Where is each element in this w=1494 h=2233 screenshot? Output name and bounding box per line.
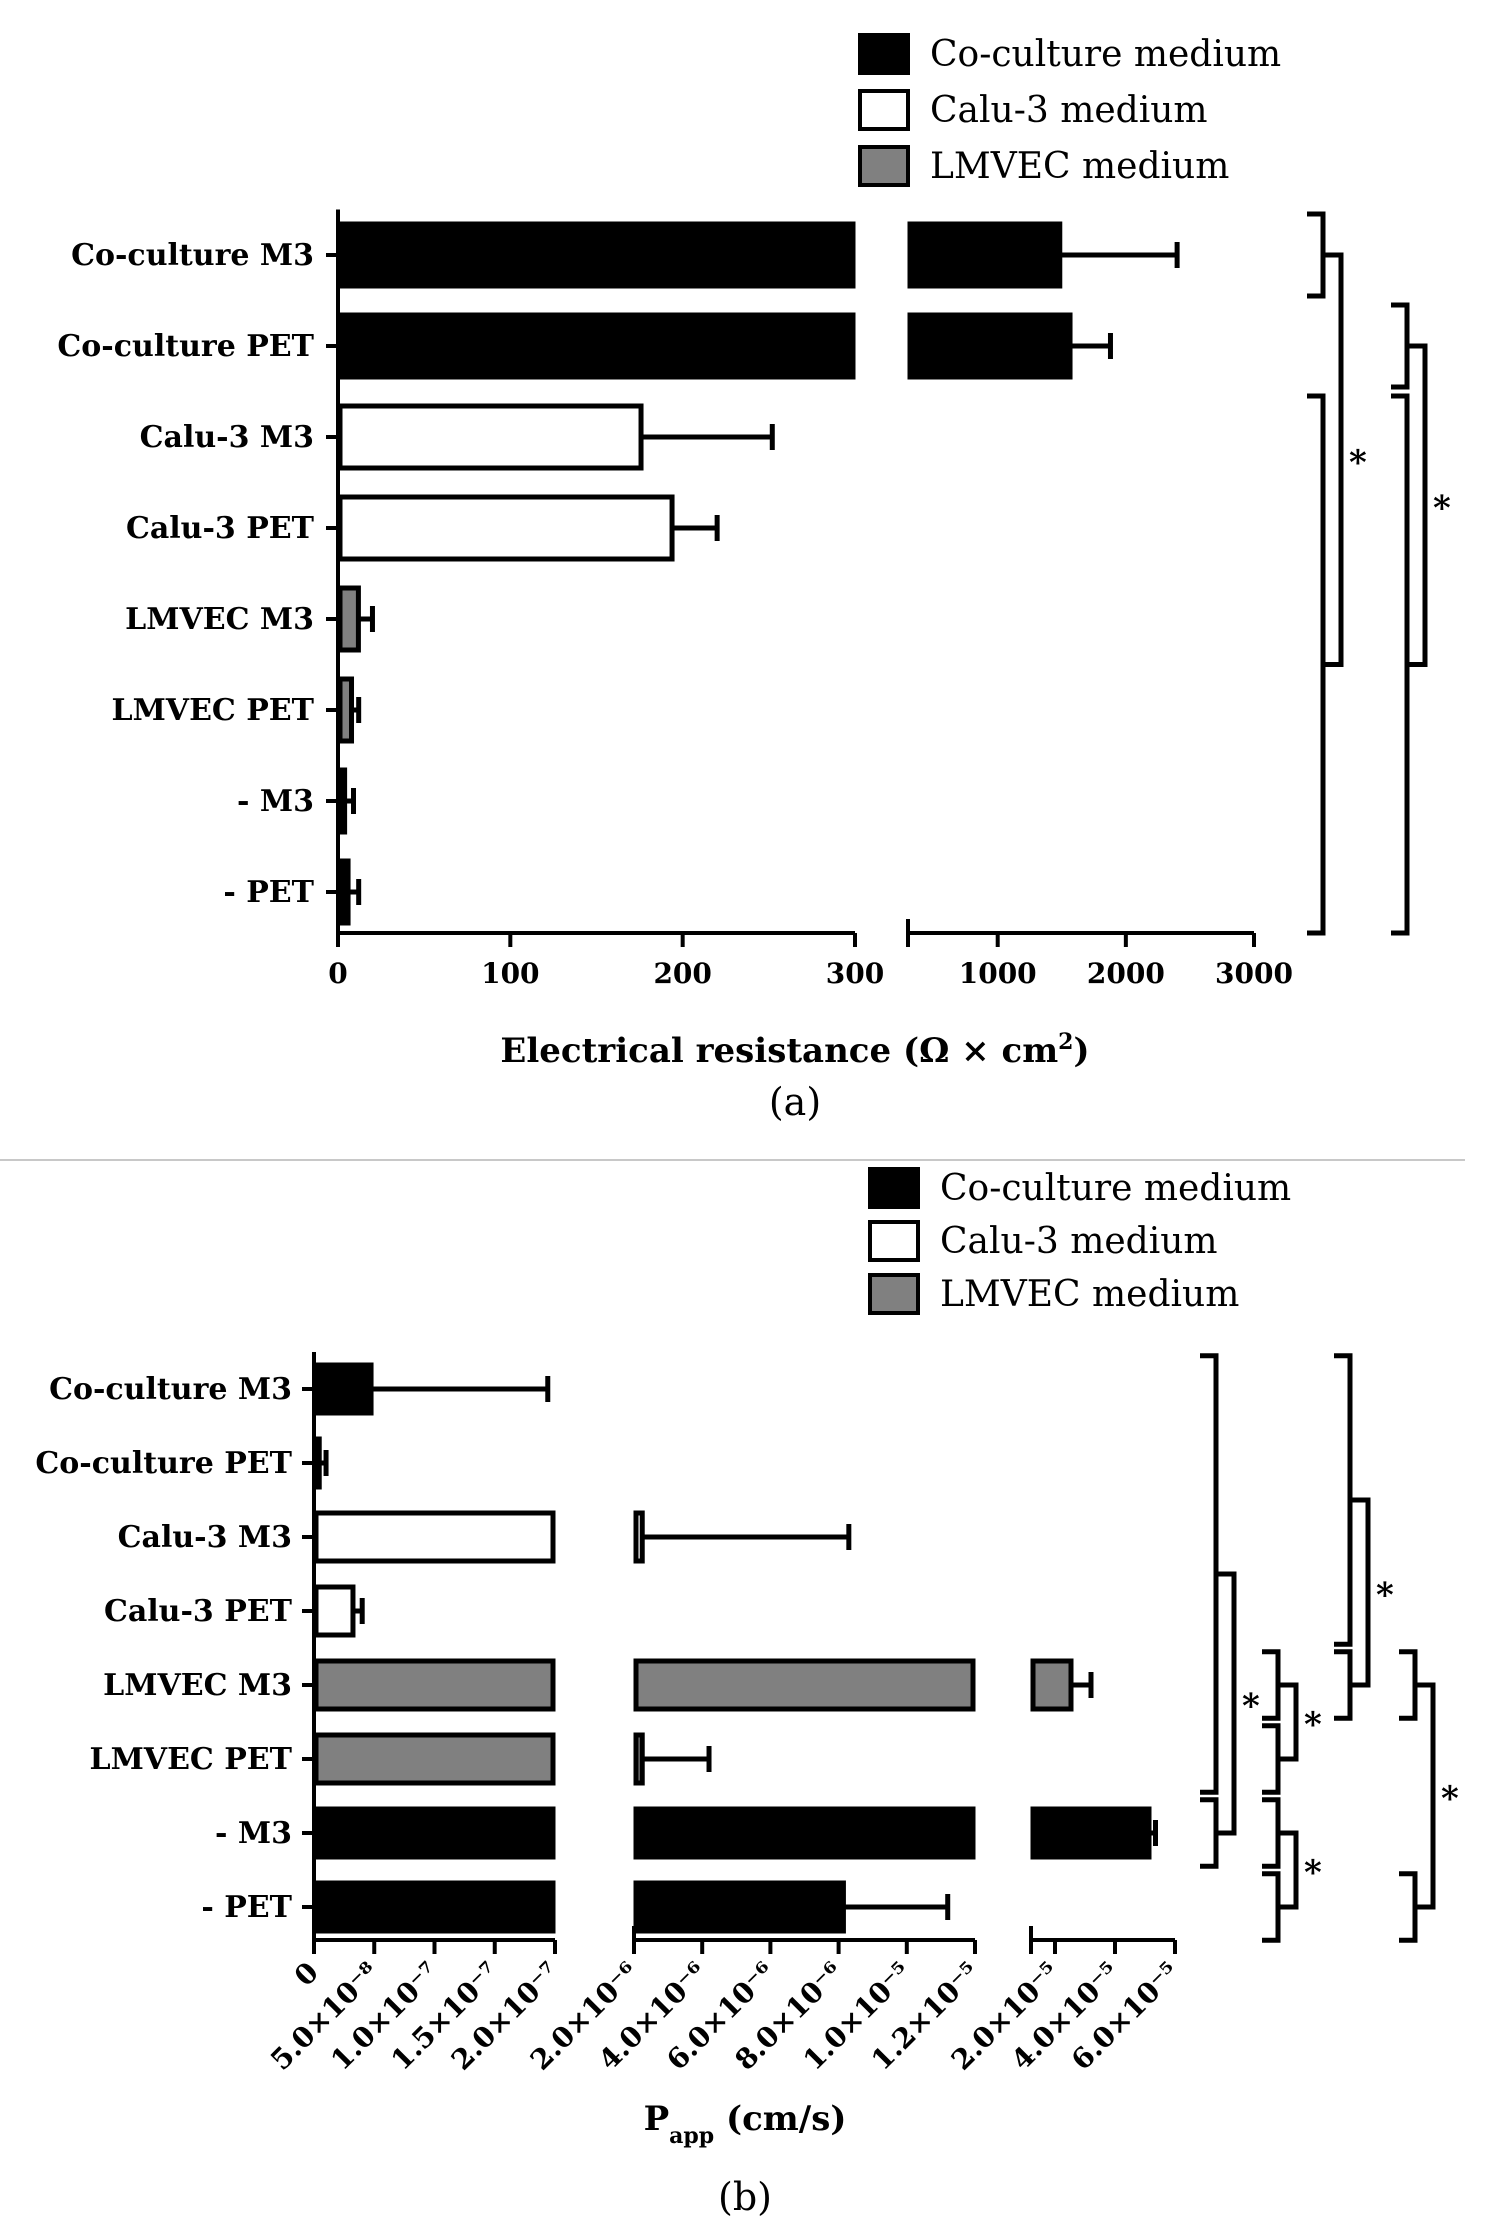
category-label-m3: - M3	[215, 1816, 292, 1851]
category-label-co-culture-pet: Co-culture PET	[57, 329, 314, 364]
legend-label-calu-3-medium: Calu-3 medium	[930, 90, 1208, 131]
significance-bracket	[1399, 1871, 1418, 1943]
x-tick-label: 2000	[1087, 957, 1165, 990]
significance-bracket	[1307, 211, 1326, 299]
category-label-calu-3-pet: Calu-3 PET	[104, 1594, 293, 1629]
significance-bracket	[1200, 1797, 1219, 1869]
x-axis-title: Electrical resistance (Ω × cm2)	[500, 1029, 1089, 1071]
bar-calu-3-m3-part	[313, 1510, 556, 1564]
significance-bracket	[1262, 1797, 1281, 1869]
category-label-co-culture-pet: Co-culture PET	[35, 1446, 292, 1481]
significance-bracket	[1200, 1353, 1219, 1795]
significance-bracket	[1307, 393, 1326, 936]
bar-m3	[1030, 1806, 1152, 1860]
significance-connector	[1278, 1682, 1299, 1762]
category-label-lmvec-pet: LMVEC PET	[111, 693, 314, 728]
bar-m3-part	[633, 1806, 976, 1860]
x-tick-label: 100	[481, 957, 539, 990]
significance-bracket	[1399, 1649, 1418, 1721]
significance-star: *	[1376, 1576, 1394, 1616]
panel-b-chart: Co-culture medium Calu-3 medium LMVEC medi…	[35, 1167, 1459, 2219]
significance-bracket	[1262, 1871, 1281, 1943]
significance-star: *	[1441, 1779, 1459, 1819]
category-label-pet: - PET	[223, 875, 314, 910]
x-tick-label: 0	[328, 957, 347, 990]
legend-swatch-calu-3-medium	[858, 89, 910, 131]
bar-co-culture-pet	[907, 312, 1073, 380]
category-label-calu-3-pet: Calu-3 PET	[126, 511, 315, 546]
bar-pet-part	[313, 1880, 556, 1934]
bar-lmvec-m3-part	[633, 1658, 976, 1712]
category-label-calu-3-m3: Calu-3 M3	[140, 420, 314, 455]
significance-bracket	[1391, 393, 1410, 936]
significance-connector	[1415, 1682, 1436, 1910]
significance-star: *	[1349, 443, 1367, 483]
significance-connector	[1350, 1497, 1371, 1688]
category-label-m3: - M3	[237, 784, 314, 819]
bar-co-culture-m3	[907, 221, 1063, 289]
bar-co-culture-m3	[313, 1362, 374, 1416]
x-tick-label: 200	[653, 957, 711, 990]
legend-label-lmvec-medium: LMVEC medium	[940, 1274, 1239, 1315]
bar-lmvec-m3	[1030, 1658, 1074, 1712]
legend-label-lmvec-medium: LMVEC medium	[930, 146, 1229, 187]
bar-co-culture-pet	[313, 1436, 322, 1490]
category-label-calu-3-m3: Calu-3 M3	[118, 1520, 292, 1555]
x-tick-label: 0	[288, 1956, 325, 1993]
bar-lmvec-m3-part	[313, 1658, 556, 1712]
significance-connector	[1216, 1571, 1237, 1836]
significance-star: *	[1433, 488, 1451, 528]
significance-star: *	[1304, 1705, 1322, 1745]
bar-lmvec-pet	[337, 676, 355, 744]
legend-swatch-lmvec-medium	[868, 1273, 920, 1315]
x-tick-label: 3000	[1215, 957, 1293, 990]
category-label-lmvec-m3: LMVEC M3	[103, 1668, 292, 1703]
legend-swatch-calu-3-medium	[868, 1220, 920, 1262]
x-axis-title: Papp (cm/s)	[644, 2099, 847, 2149]
legend-swatch-lmvec-medium	[858, 145, 910, 187]
category-label-co-culture-m3: Co-culture M3	[71, 238, 314, 273]
bar-lmvec-pet	[633, 1732, 645, 1786]
legend-label-calu-3-medium: Calu-3 medium	[940, 1221, 1218, 1262]
bar-calu-3-pet	[337, 494, 675, 562]
bar-calu-3-pet	[313, 1584, 356, 1638]
significance-bracket	[1262, 1649, 1281, 1721]
category-label-pet: - PET	[201, 1890, 292, 1925]
bar-co-culture-m3-part	[337, 221, 856, 289]
category-label-co-culture-m3: Co-culture M3	[49, 1372, 292, 1407]
bar-m3	[337, 767, 348, 835]
category-label-lmvec-pet: LMVEC PET	[89, 1742, 292, 1777]
significance-bracket	[1334, 1353, 1353, 1647]
significance-bracket	[1391, 302, 1410, 390]
significance-star: *	[1304, 1853, 1322, 1893]
panel-label: (a)	[769, 1080, 821, 1124]
significance-bracket	[1334, 1649, 1353, 1721]
significance-connector	[1407, 343, 1428, 667]
significance-bracket	[1262, 1723, 1281, 1795]
panel-a-chart: Co-culture medium Calu-3 medium LMVEC medi…	[57, 33, 1451, 1124]
bar-pet	[337, 858, 351, 926]
significance-connector	[1278, 1830, 1299, 1910]
significance-star: *	[1242, 1687, 1260, 1727]
legend-label-co-culture-medium: Co-culture medium	[940, 1168, 1291, 1209]
bar-calu-3-m3	[633, 1510, 645, 1564]
bar-lmvec-m3	[337, 585, 361, 653]
significance-connector	[1323, 252, 1344, 667]
bar-calu-3-m3	[337, 403, 644, 471]
bar-pet	[633, 1880, 846, 1934]
bar-m3-part	[313, 1806, 556, 1860]
category-label-lmvec-m3: LMVEC M3	[125, 602, 314, 637]
bar-lmvec-pet-part	[313, 1732, 556, 1786]
legend-label-co-culture-medium: Co-culture medium	[930, 34, 1281, 75]
legend-swatch-co-culture-medium	[858, 33, 910, 75]
x-tick-label: 1000	[959, 957, 1037, 990]
panel-label: (b)	[718, 2175, 772, 2219]
legend-swatch-co-culture-medium	[868, 1167, 920, 1209]
x-tick-label: 300	[826, 957, 884, 990]
bar-co-culture-pet-part	[337, 312, 856, 380]
